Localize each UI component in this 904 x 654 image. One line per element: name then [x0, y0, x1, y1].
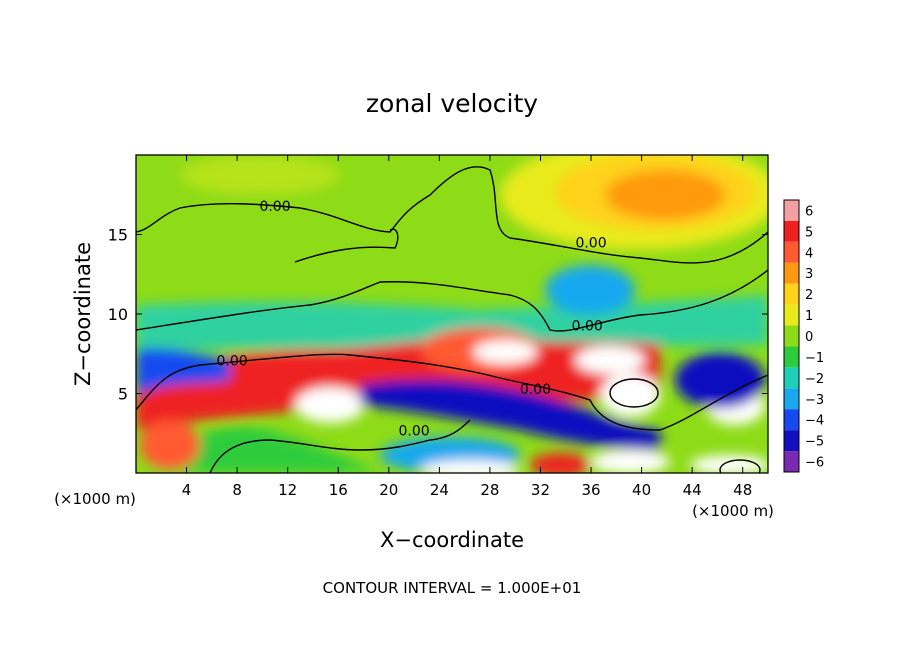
contour-loop-1 [609, 378, 659, 408]
colorbar-swatch [784, 241, 799, 263]
green-bottom-left [150, 426, 380, 473]
white-bottom-2 [590, 450, 670, 473]
zero-contours [136, 166, 768, 473]
contour-label: 0.00 [259, 199, 290, 215]
x-tick-label: 32 [531, 481, 550, 499]
contour-mid [136, 269, 768, 332]
colorbar-swatch [784, 283, 799, 305]
contour-upper [136, 166, 768, 264]
colorbar-label: −3 [805, 393, 824, 408]
colorbar-swatch [784, 451, 799, 472]
colorbar-swatch [784, 304, 799, 326]
contour-label: 0.00 [572, 318, 603, 334]
colorbar: 6 5 4 3 2 1 0 −1 −2 −3 −4 −5 −6 [783, 199, 824, 473]
velocity-field [136, 155, 768, 473]
chart-title: zonal velocity [366, 89, 538, 118]
y-tick-label: 5 [118, 385, 128, 404]
colorbar-swatch [784, 430, 799, 452]
blue-patch-right [675, 352, 765, 408]
white-bottom-1 [420, 460, 520, 473]
x-axis-ticks: 4 8 12 16 20 24 28 32 36 40 44 48 [182, 155, 752, 499]
x-tick-label: 16 [329, 481, 348, 499]
y-tick-label: 15 [108, 226, 128, 245]
colorbar-label: 5 [805, 225, 813, 240]
contour-label: 0.00 [520, 382, 551, 398]
colorbar-swatch [784, 346, 799, 368]
colorbar-label: 3 [805, 267, 813, 282]
yellow-patch-top-left [180, 155, 340, 195]
y-axis-label: Z−coordinate [71, 242, 95, 386]
colorbar-label: −1 [805, 351, 824, 366]
x-axis-label: X−coordinate [380, 528, 524, 552]
colorbar-swatch [784, 220, 799, 242]
contour-label: 0.00 [398, 423, 429, 439]
colorbar-frame [783, 199, 800, 473]
colorbar-label: 0 [805, 330, 813, 345]
contour-loop-2 [719, 459, 761, 473]
contour-label-layer: 0.00 0.00 0.00 0.00 0.00 0.00 [216, 199, 606, 439]
contour-label: 0.00 [216, 353, 247, 369]
colorbar-label: −2 [805, 372, 824, 387]
colorbar-label: 1 [805, 309, 813, 324]
contour-upper-pocket [294, 228, 399, 263]
contour-lower [136, 353, 768, 431]
x-tick-label: 48 [733, 481, 752, 499]
colorbar-swatch [784, 409, 799, 431]
x-tick-label: 24 [430, 481, 449, 499]
colorbar-swatch [784, 262, 799, 284]
colorbar-swatch [784, 367, 799, 389]
x-tick-label: 20 [379, 481, 398, 499]
x-tick-label: 40 [632, 481, 651, 499]
white-core-3 [295, 387, 365, 423]
blue-band-mid [360, 379, 660, 450]
colorbar-swatch [784, 200, 799, 221]
colorbar-swatch [784, 388, 799, 410]
contour-interval-footer: CONTOUR INTERVAL = 1.000E+01 [323, 579, 582, 597]
x-tick-label: 4 [182, 481, 192, 499]
colorbar-label: 4 [805, 246, 813, 261]
y-axis-ticks: 5 10 15 [108, 226, 768, 404]
colorbar-swatch [784, 325, 799, 347]
colorbar-label: −4 [805, 414, 824, 429]
colorbar-label: 6 [805, 204, 813, 219]
x-tick-label: 8 [232, 481, 242, 499]
white-core-2 [575, 346, 645, 374]
colorbar-label: 2 [805, 288, 813, 303]
blue-patch-upper [545, 265, 635, 315]
red-bottom-right [530, 453, 590, 473]
x-unit-right: (×1000 m) [692, 502, 774, 520]
x-tick-label: 36 [581, 481, 600, 499]
warm-jet-core [605, 170, 725, 220]
red-bottom-left [140, 420, 200, 470]
contour-label: 0.00 [575, 236, 606, 252]
white-core-1 [473, 340, 537, 364]
contour-bottom [209, 419, 471, 473]
x-tick-label: 12 [278, 481, 297, 499]
colorbar-label: −6 [805, 456, 824, 471]
heatmap-plot-area: 0.00 0.00 0.00 0.00 0.00 0.00 [136, 155, 768, 473]
white-bottom-3 [690, 455, 768, 473]
x-unit-left: (×1000 m) [54, 490, 136, 508]
colorbar-label: −5 [805, 435, 824, 450]
x-tick-label: 44 [683, 481, 702, 499]
x-tick-label: 28 [480, 481, 499, 499]
y-tick-label: 10 [108, 305, 128, 324]
